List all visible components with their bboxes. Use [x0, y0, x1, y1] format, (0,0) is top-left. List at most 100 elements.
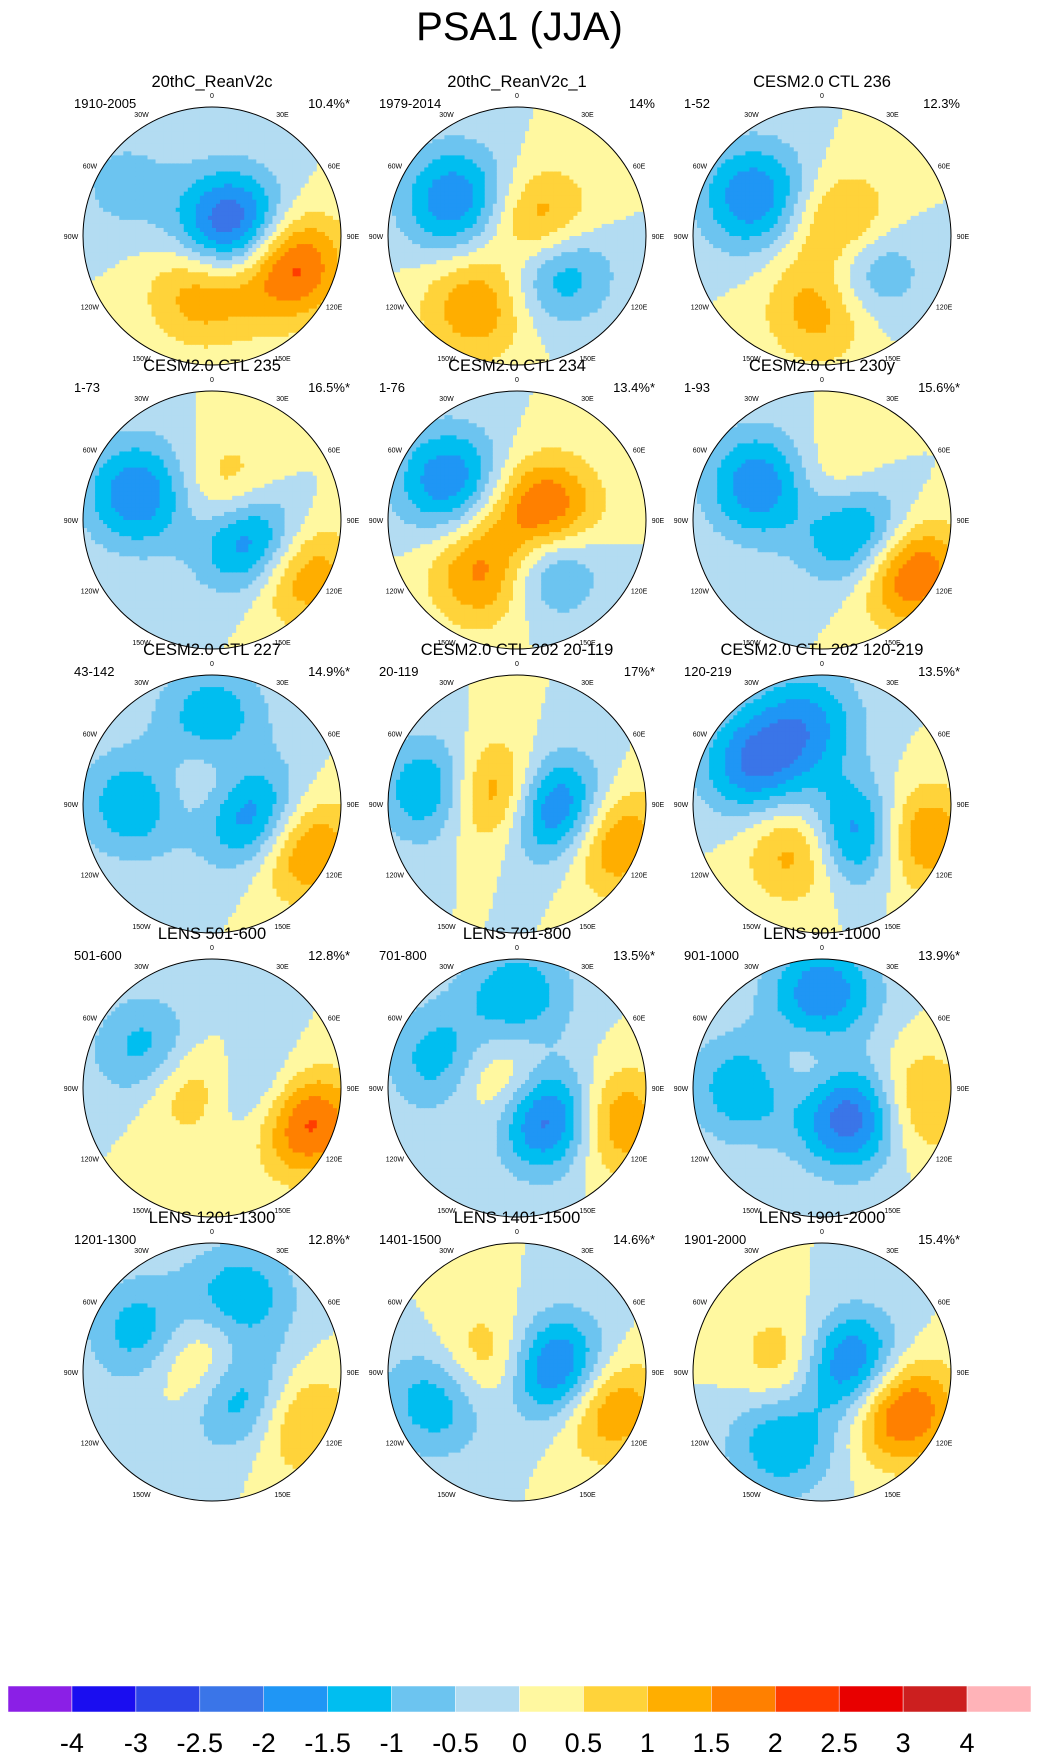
- colorbar-tick-label: -1: [380, 1728, 404, 1758]
- longitude-label: 120E: [631, 305, 648, 312]
- panel-period: 1-52: [684, 96, 710, 112]
- longitude-label: 150E: [579, 356, 596, 363]
- colorbar-swatch: [135, 1685, 201, 1713]
- longitude-label: 150E: [579, 1208, 596, 1215]
- panel-period: 1979-2014: [379, 96, 441, 112]
- longitude-label: 60E: [633, 1016, 646, 1023]
- longitude-label: 60W: [83, 448, 98, 455]
- longitude-label: 90E: [347, 802, 360, 809]
- longitude-label: 60W: [83, 164, 98, 171]
- longitude-label: 120W: [691, 1157, 710, 1164]
- map-boundary: [692, 674, 952, 934]
- longitude-label: 60E: [938, 448, 951, 455]
- longitude-label: 0: [515, 93, 519, 100]
- longitude-label: 90W: [64, 1086, 79, 1093]
- longitude-label: 0: [210, 93, 214, 100]
- polar-map: 030E60E90E120E150E180150W120W90W60W30W: [369, 945, 665, 1218]
- panel-title: LENS 701-800: [367, 924, 667, 944]
- shaded-field: [388, 959, 646, 1217]
- longitude-label: 0: [820, 661, 824, 668]
- panel-title: LENS 1401-1500: [367, 1208, 667, 1228]
- panel-variance: 17%*: [624, 664, 655, 680]
- polar-map: 030E60E90E120E150E180150W120W90W60W30W: [369, 377, 665, 650]
- polar-map: 030E60E90E120E150E180150W120W90W60W30W: [64, 93, 360, 366]
- longitude-label: 150W: [437, 1492, 456, 1499]
- longitude-label: 150E: [274, 924, 291, 931]
- longitude-label: 120W: [691, 589, 710, 596]
- longitude-label: 60W: [388, 448, 403, 455]
- longitude-label: 90E: [652, 1086, 665, 1093]
- shaded-field: [388, 1243, 646, 1501]
- map-boundary: [82, 106, 342, 366]
- polar-map: 030E60E90E120E150E180150W120W90W60W30W: [64, 377, 360, 650]
- map-panel: CESM2.0 CTL 202 20-119 20-119 17%* 0 30E 60E 9…: [367, 640, 667, 940]
- longitude-label: 90E: [957, 1370, 970, 1377]
- colorbar-tick-label: -4: [60, 1728, 84, 1758]
- panel-period: 701-800: [379, 948, 427, 964]
- longitude-label: 90E: [347, 518, 360, 525]
- longitude-label: 30W: [439, 964, 454, 971]
- longitude-label: 120W: [691, 873, 710, 880]
- panel-variance: 14%: [629, 96, 655, 112]
- map-panel: LENS 1901-2000 1901-2000 15.4%* 0 30E 60E 90E 1…: [672, 1208, 972, 1508]
- map-panel: 20thC_ReanV2c_1 1979-2014 14% 0 30E 60E 90E 120…: [367, 72, 667, 372]
- map-panel: CESM2.0 CTL 236 1-52 12.3% 0 30E 60E 90E 120E 15…: [672, 72, 972, 372]
- longitude-label: 90E: [957, 802, 970, 809]
- longitude-label: 120W: [81, 305, 100, 312]
- map-boundary: [387, 958, 647, 1218]
- panel-title: CESM2.0 CTL 235: [62, 356, 362, 376]
- panel-period: 1401-1500: [379, 1232, 441, 1248]
- longitude-label: 30E: [886, 1248, 899, 1255]
- longitude-label: 30W: [439, 680, 454, 687]
- longitude-label: 60E: [938, 732, 951, 739]
- longitude-label: 30W: [744, 680, 759, 687]
- longitude-label: 90W: [369, 234, 384, 241]
- longitude-label: 90E: [652, 1370, 665, 1377]
- longitude-label: 60E: [633, 448, 646, 455]
- longitude-label: 60E: [938, 1016, 951, 1023]
- longitude-label: 30E: [581, 964, 594, 971]
- longitude-label: 30W: [134, 112, 149, 119]
- longitude-label: 60W: [388, 732, 403, 739]
- longitude-label: 90E: [347, 1086, 360, 1093]
- longitude-label: 150E: [579, 640, 596, 647]
- panel-title: LENS 901-1000: [672, 924, 972, 944]
- shaded-field: [693, 107, 951, 365]
- panel-period: 1910-2005: [74, 96, 136, 112]
- longitude-label: 90W: [674, 1086, 689, 1093]
- shaded-field: [388, 391, 646, 649]
- colorbar-swatch: [519, 1685, 584, 1713]
- colorbar-swatch: [71, 1685, 137, 1713]
- panel-variance: 14.6%*: [613, 1232, 655, 1248]
- longitude-label: 120E: [326, 1157, 343, 1164]
- longitude-label: 60W: [388, 164, 403, 171]
- longitude-label: 30W: [134, 1248, 149, 1255]
- longitude-label: 120E: [631, 873, 648, 880]
- longitude-label: 0: [515, 377, 519, 384]
- longitude-label: 90W: [64, 234, 79, 241]
- longitude-label: 60W: [693, 164, 708, 171]
- panel-title: LENS 1901-2000: [672, 1208, 972, 1228]
- panel-variance: 13.5%*: [918, 664, 960, 680]
- panel-period: 1-73: [74, 380, 100, 396]
- longitude-label: 0: [820, 945, 824, 952]
- longitude-label: 120W: [81, 1157, 100, 1164]
- map-boundary: [387, 390, 647, 650]
- longitude-label: 90W: [369, 1086, 384, 1093]
- map-panel: LENS 1201-1300 1201-1300 12.8%* 0 30E 60E 90E 1…: [62, 1208, 362, 1508]
- longitude-label: 90W: [64, 1370, 79, 1377]
- longitude-label: 60E: [633, 732, 646, 739]
- longitude-label: 150E: [884, 1492, 901, 1499]
- longitude-label: 90E: [652, 802, 665, 809]
- colorbar-swatch: [838, 1685, 904, 1713]
- longitude-label: 150W: [132, 1208, 151, 1215]
- panel-title: 20thC_ReanV2c: [62, 72, 362, 92]
- longitude-label: 30E: [276, 680, 289, 687]
- colorbar-tick-label: 1: [640, 1728, 655, 1758]
- polar-map: 030E60E90E120E150E180150W120W90W60W30W: [674, 661, 970, 934]
- panel-variance: 14.9%*: [308, 664, 350, 680]
- longitude-label: 150W: [742, 924, 761, 931]
- map-panel: LENS 701-800 701-800 13.5%* 0 30E 60E 90E 120E 1…: [367, 924, 667, 1224]
- polar-map: 030E60E90E120E150E180150W120W90W60W30W: [64, 1229, 360, 1502]
- map-boundary: [82, 390, 342, 650]
